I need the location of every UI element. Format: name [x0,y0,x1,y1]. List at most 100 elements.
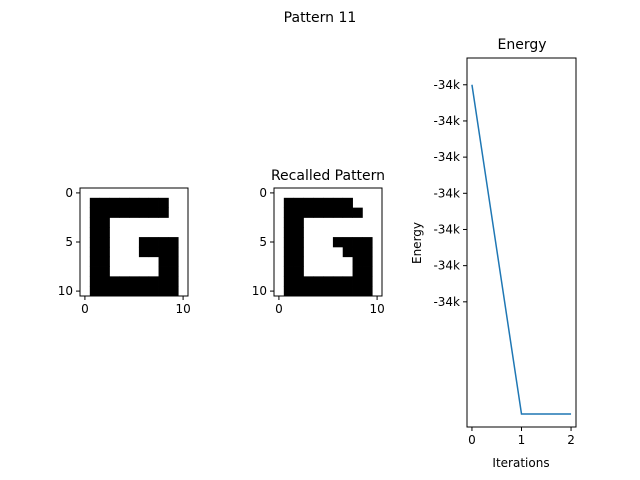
pixel-cell [362,286,373,297]
y-tick-label: -34k [433,222,460,236]
pixel-cell [352,276,363,287]
x-tick-label: 2 [567,433,575,447]
pixel-cell [283,237,295,248]
pixel-cell [303,276,314,287]
pixel-cell [148,207,159,218]
original-pattern-panel: 0 10 0 5 10 [58,186,191,316]
pixel-cell [293,197,304,209]
pixel-cell [99,207,110,218]
pixel-cell [342,246,353,258]
pixel-cell [332,276,344,287]
pixel-cell [138,276,150,287]
pixel-cell [148,246,159,258]
pixel-cell [158,207,169,218]
pixel-cell [293,246,304,258]
pixel-cell [342,207,353,218]
pixel-cell [138,286,150,297]
pixel-cell [293,286,304,297]
pixel-cell [148,286,159,297]
pixel-cell [119,207,130,218]
x-tick-label: 10 [369,302,384,316]
pixel-cell [119,197,130,209]
y-tick-label: 10 [252,284,267,298]
pixel-cell [332,237,344,248]
pixel-cell [313,197,324,209]
pixel-cell [168,246,179,258]
pixel-cell [129,286,140,297]
pixel-cell [168,256,179,267]
pixel-cell [352,286,363,297]
pixel-cell [158,246,169,258]
y-tick-label: 10 [58,284,73,298]
pixel-cell [342,197,353,209]
pixel-cell [99,217,110,228]
pixel-cell [342,276,353,287]
energy-xlabel: Iterations [492,456,549,470]
pixel-cell [293,237,304,248]
pixel-cell [293,227,304,238]
y-tick-label: 5 [65,235,73,249]
x-tick-label: 0 [468,433,476,447]
pixel-cell [129,276,140,287]
pixel-cell [283,207,295,218]
pixel-cell [313,286,324,297]
pixel-cell [109,197,120,209]
pixel-cell [89,256,101,267]
pixel-cell [303,197,314,209]
pixel-cell [352,207,363,218]
pixel-cell [362,237,373,248]
pixel-cell [283,197,295,209]
plot-area [467,58,576,427]
pixel-cell [99,197,110,209]
y-tick-label: 5 [259,235,267,249]
pixel-cell [293,256,304,267]
y-tick-label: -34k [433,295,460,309]
pixel-cell [109,276,120,287]
pixel-cell [138,246,150,258]
pixel-cell [99,237,110,248]
y-tick-label: -34k [433,186,460,200]
pixel-cell [119,276,130,287]
pixel-cell [283,227,295,238]
recalled-pattern-panel: Recalled Pattern 0 10 0 5 10 [252,168,385,316]
pixel-cell [138,207,150,218]
x-tick-label: 1 [518,433,526,447]
pixel-cell [148,237,159,248]
pixel-cell [283,256,295,267]
pixel-cell [362,276,373,287]
y-tick-label: -34k [433,114,460,128]
pixel-cell [293,276,304,287]
pixel-cell [99,286,110,297]
pixel-cell [129,207,140,218]
pixel-cell [158,237,169,248]
pixel-cell [342,286,353,297]
pixel-cell [283,246,295,258]
pixel-cell [332,286,344,297]
pixel-cell [342,237,353,248]
x-tick-label: 10 [175,302,190,316]
pixel-cell [332,197,344,209]
pixel-cell [109,286,120,297]
pixel-cell [168,266,179,277]
pixel-cell [158,256,169,267]
energy-title: Energy [497,37,546,53]
pixel-cell [352,237,363,248]
pixel-cell [168,237,179,248]
pixel-cell [283,266,295,277]
pixel-cell [99,246,110,258]
pixel-cell [158,286,169,297]
pixel-cell [99,276,110,287]
pixel-cell [89,276,101,287]
pixel-cell [119,286,130,297]
pixel-cell [138,237,150,248]
pixel-cell [89,197,101,209]
pixel-cell [89,227,101,238]
y-tick-label: 0 [65,186,73,200]
pixel-cell [168,286,179,297]
pixel-cell [89,266,101,277]
pixel-cell [313,276,324,287]
pixel-cell [323,286,334,297]
pixel-cell [89,217,101,228]
y-tick-label: -34k [433,259,460,273]
